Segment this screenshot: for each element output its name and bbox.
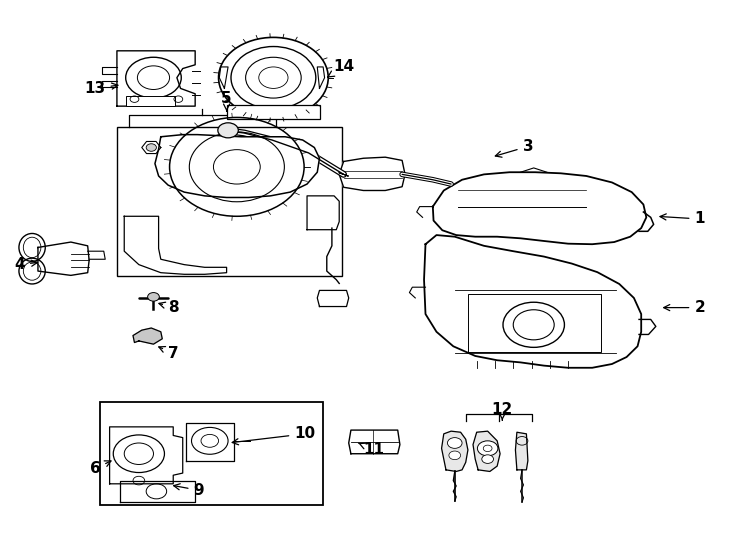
Text: 3: 3 bbox=[495, 139, 533, 157]
Text: 1: 1 bbox=[660, 212, 705, 226]
Polygon shape bbox=[186, 423, 234, 461]
Circle shape bbox=[448, 437, 462, 448]
Text: 6: 6 bbox=[90, 461, 111, 476]
Circle shape bbox=[477, 441, 498, 456]
Polygon shape bbox=[424, 235, 642, 368]
FancyBboxPatch shape bbox=[126, 97, 175, 106]
Circle shape bbox=[218, 123, 239, 138]
Text: 8: 8 bbox=[159, 300, 178, 315]
Text: 9: 9 bbox=[174, 483, 204, 498]
Text: 11: 11 bbox=[358, 442, 385, 457]
Text: 12: 12 bbox=[492, 402, 513, 420]
Polygon shape bbox=[307, 196, 339, 229]
Circle shape bbox=[449, 451, 461, 460]
Polygon shape bbox=[339, 157, 405, 191]
Text: 7: 7 bbox=[159, 346, 178, 361]
Polygon shape bbox=[133, 328, 162, 344]
Circle shape bbox=[482, 455, 493, 463]
Polygon shape bbox=[349, 430, 400, 454]
Text: 5: 5 bbox=[221, 91, 232, 111]
Polygon shape bbox=[124, 217, 227, 274]
FancyBboxPatch shape bbox=[227, 105, 320, 118]
Polygon shape bbox=[473, 431, 500, 471]
Polygon shape bbox=[38, 242, 89, 275]
Text: 4: 4 bbox=[15, 257, 37, 272]
Polygon shape bbox=[117, 51, 195, 106]
Text: 2: 2 bbox=[664, 300, 705, 315]
Circle shape bbox=[148, 293, 159, 301]
Polygon shape bbox=[120, 481, 195, 502]
Text: 10: 10 bbox=[232, 427, 316, 445]
Text: 14: 14 bbox=[327, 59, 355, 77]
Polygon shape bbox=[155, 134, 319, 198]
Polygon shape bbox=[109, 427, 183, 484]
Polygon shape bbox=[433, 172, 647, 244]
Polygon shape bbox=[317, 291, 349, 307]
Text: 13: 13 bbox=[84, 81, 118, 96]
Polygon shape bbox=[515, 432, 528, 470]
Circle shape bbox=[146, 144, 156, 151]
Polygon shape bbox=[442, 431, 468, 471]
